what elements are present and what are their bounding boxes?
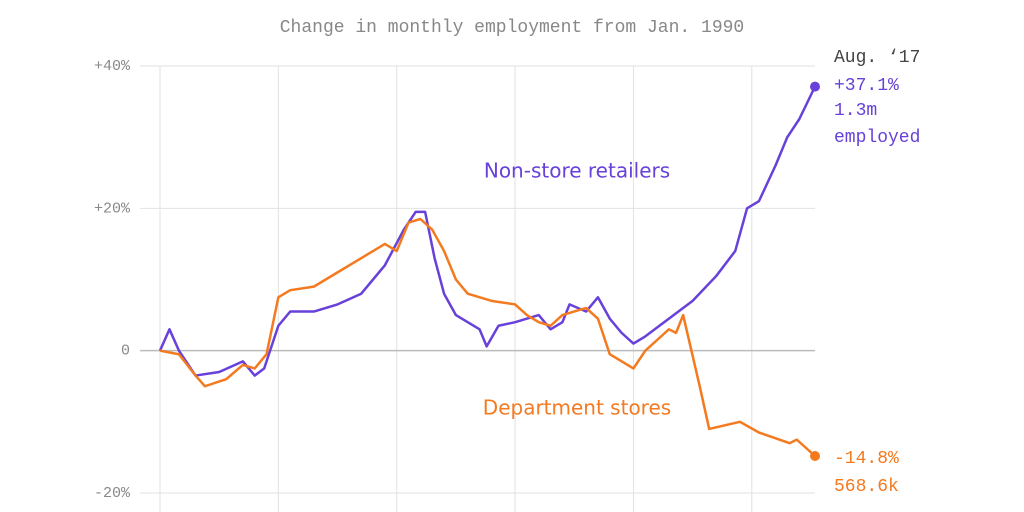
end-note: 568.6k bbox=[834, 477, 899, 497]
end-value-label: +37.1% bbox=[834, 76, 899, 96]
y-tick-label: +20% bbox=[94, 200, 131, 217]
series-line bbox=[158, 86, 817, 377]
end-point bbox=[810, 81, 820, 92]
y-tick-label: +40% bbox=[94, 58, 131, 75]
end-value-label: -14.8% bbox=[834, 449, 899, 469]
series-label: Non-store retailers bbox=[484, 159, 670, 183]
y-tick-label: -20% bbox=[94, 485, 131, 502]
series-label: Department stores bbox=[483, 396, 671, 420]
end-note: 1.3m bbox=[834, 101, 877, 121]
date-annotation: Aug. ‘17 bbox=[834, 48, 920, 68]
end-point bbox=[810, 450, 820, 461]
chart-subtitle: Change in monthly employment from Jan. 1… bbox=[280, 18, 744, 38]
y-tick-label: 0 bbox=[121, 343, 130, 360]
end-note: employed bbox=[834, 128, 920, 148]
series-line bbox=[159, 217, 816, 457]
